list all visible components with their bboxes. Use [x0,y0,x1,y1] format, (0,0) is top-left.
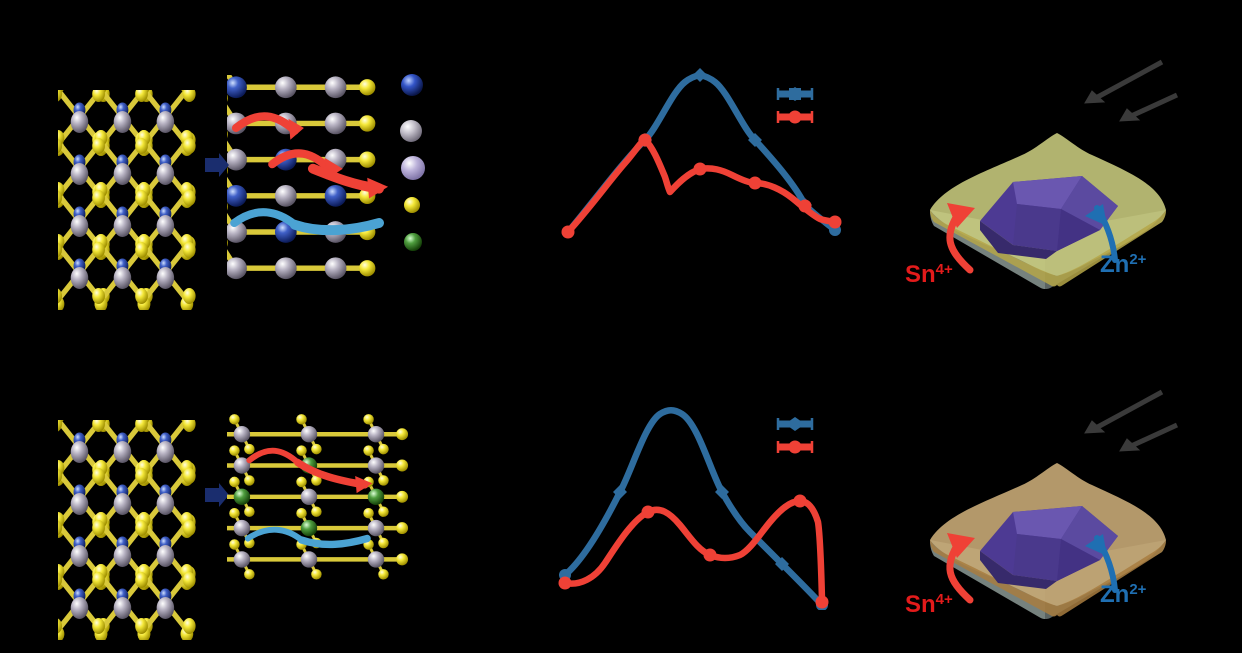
svg-text:Zn2+: Zn2+ [1100,251,1147,279]
svg-text:Zn2+: Zn2+ [1100,581,1147,609]
svg-text:Sn4+: Sn4+ [905,591,953,619]
svg-text:Sn4+: Sn4+ [905,261,953,289]
